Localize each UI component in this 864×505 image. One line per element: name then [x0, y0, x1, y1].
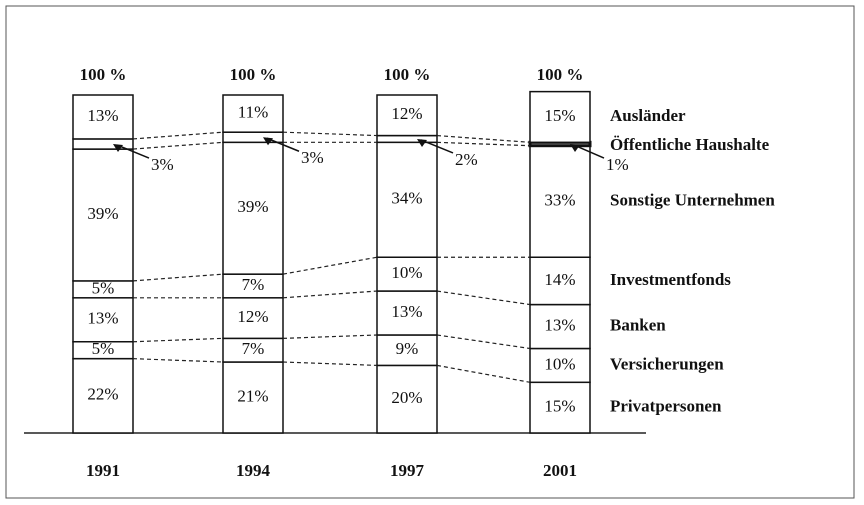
label-arrow	[116, 144, 150, 159]
bar-segment	[529, 90, 591, 144]
value-label: 11%	[238, 102, 269, 121]
label-arrow	[573, 144, 605, 159]
total-label: 100 %	[80, 65, 127, 84]
value-label: 5%	[92, 339, 115, 358]
connector	[282, 334, 378, 339]
value-label: 33%	[544, 190, 575, 209]
value-label: 12%	[237, 307, 268, 326]
value-label: 13%	[544, 315, 575, 334]
x-tick-label: 1997	[390, 461, 425, 480]
value-label: 13%	[87, 309, 118, 328]
x-tick-label: 1991	[86, 461, 120, 480]
value-label: 14%	[544, 270, 575, 289]
value-label: 39%	[237, 197, 268, 216]
value-label: 3%	[151, 155, 174, 174]
value-label: 2%	[455, 150, 478, 169]
connector	[282, 290, 378, 299]
value-label: 21%	[237, 386, 268, 405]
connector	[436, 334, 531, 350]
connector	[132, 337, 224, 343]
value-label: 15%	[544, 397, 575, 416]
value-label: 22%	[87, 385, 118, 404]
legend-label: Öffentliche Haushalte	[610, 135, 770, 154]
value-label: 10%	[391, 263, 422, 282]
legend-label: Investmentfonds	[610, 270, 731, 289]
connector	[132, 141, 224, 150]
value-label: 15%	[544, 106, 575, 125]
value-label: 7%	[242, 275, 265, 294]
connector	[282, 256, 378, 275]
bar-segment	[376, 334, 438, 367]
connector	[436, 141, 531, 147]
value-label: 9%	[396, 339, 419, 358]
legend-label: Banken	[610, 315, 666, 334]
connector	[132, 358, 224, 363]
connector	[436, 134, 531, 143]
arrow-head	[570, 144, 580, 153]
arrow-head	[113, 144, 123, 153]
value-label: 3%	[301, 148, 324, 167]
connector	[132, 131, 224, 140]
arrow-head	[417, 138, 427, 147]
bar-segment	[72, 94, 134, 140]
label-arrow	[266, 137, 300, 152]
bar-segment	[376, 134, 438, 144]
bar-segment	[72, 148, 134, 282]
bar-segment	[376, 141, 438, 258]
x-tick-label: 2001	[543, 461, 577, 480]
value-label: 12%	[391, 104, 422, 123]
total-label: 100 %	[230, 65, 277, 84]
connector	[282, 361, 378, 366]
bar-segment	[529, 381, 591, 434]
legend-label: Sonstige Unternehmen	[610, 190, 775, 209]
bar-segment	[72, 357, 134, 434]
bar-segment	[376, 256, 438, 292]
bar-segment	[222, 297, 284, 340]
total-label: 100 %	[537, 65, 584, 84]
bar-segment	[529, 347, 591, 384]
value-label: 13%	[391, 302, 422, 321]
value-label: 7%	[242, 339, 265, 358]
total-label: 100 %	[384, 65, 431, 84]
value-label: 13%	[87, 106, 118, 125]
bar-segment	[376, 290, 438, 336]
arrow-head	[263, 137, 273, 146]
frame	[5, 5, 855, 499]
value-label: 5%	[92, 278, 115, 297]
legend-label: Versicherungen	[610, 354, 724, 373]
connector	[436, 364, 531, 383]
connector	[132, 273, 224, 282]
x-tick-label: 1994	[236, 461, 271, 480]
bar-segment	[376, 94, 438, 137]
bar-segment	[72, 297, 134, 343]
legend-label: Privatpersonen	[610, 397, 722, 416]
bar-segment	[222, 94, 284, 133]
bar-segment	[529, 303, 591, 350]
value-label: 20%	[391, 388, 422, 407]
value-label: 39%	[87, 204, 118, 223]
label-arrow	[420, 139, 454, 154]
value-label: 34%	[391, 189, 422, 208]
legend-label: Ausländer	[610, 106, 686, 125]
bar-segment	[376, 364, 438, 434]
bar-segment	[222, 141, 284, 275]
connector	[436, 290, 531, 306]
value-label: 1%	[606, 155, 629, 174]
value-label: 10%	[544, 354, 575, 373]
connector	[282, 131, 378, 137]
